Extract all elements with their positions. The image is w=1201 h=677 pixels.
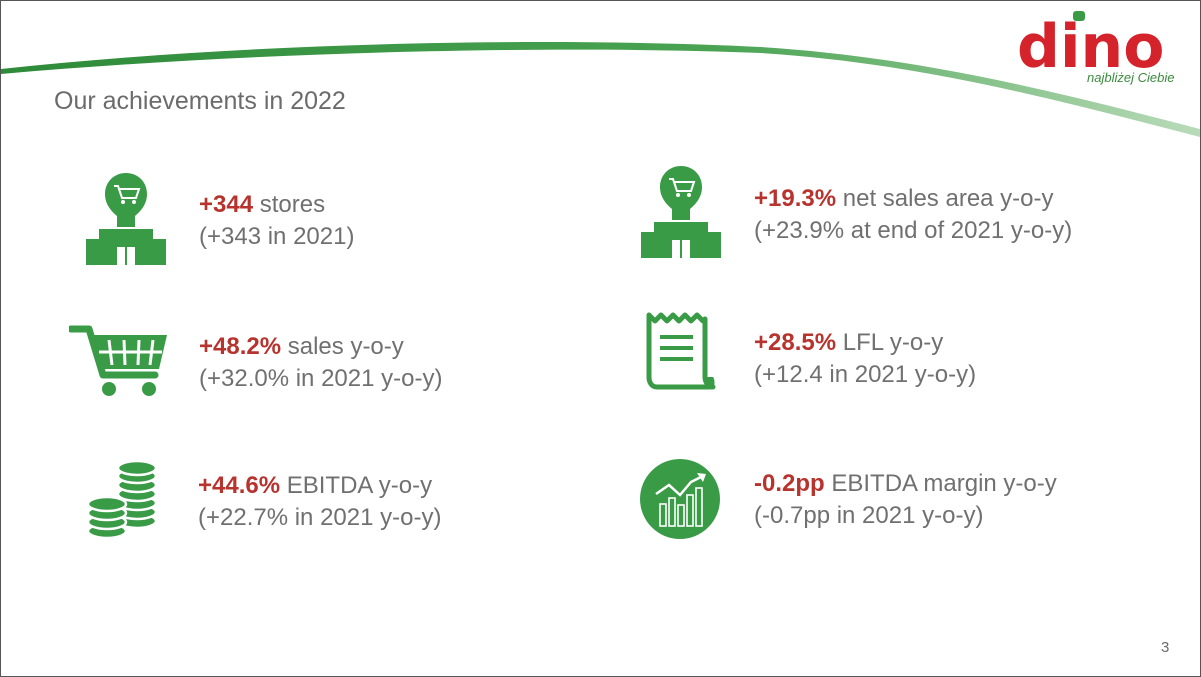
page-title: Our achievements in 2022 xyxy=(54,87,346,115)
coins-icon xyxy=(86,459,158,540)
slogan: najbliżej Ciebie xyxy=(1087,70,1175,85)
shopping-cart-icon xyxy=(69,325,167,396)
achievement-net-sales-area: +19.3% net sales area y-o-y (+23.9% at e… xyxy=(754,183,1072,247)
stat-sub: (-0.7pp in 2021 y-o-y) xyxy=(754,502,984,529)
stat-sub: (+12.4 in 2021 y-o-y) xyxy=(754,361,977,388)
stat-label: EBITDA margin y-o-y xyxy=(824,470,1057,497)
stat-highlight: +44.6% xyxy=(198,472,281,499)
stat-label: EBITDA y-o-y xyxy=(280,472,433,499)
achievement-ebitda: +44.6% EBITDA y-o-y (+22.7% in 2021 y-o-… xyxy=(198,470,441,534)
stat-highlight: -0.2pp xyxy=(754,470,825,497)
stat-label: net sales area y-o-y xyxy=(836,185,1054,212)
green-swoosh xyxy=(1,42,1200,137)
stat-label: stores xyxy=(253,191,326,218)
achievement-lfl: +28.5% LFL y-o-y (+12.4 in 2021 y-o-y) xyxy=(754,327,976,391)
stat-label: LFL y-o-y xyxy=(836,329,944,356)
achievement-sales: +48.2% sales y-o-y (+32.0% in 2021 y-o-y… xyxy=(199,331,442,395)
stat-highlight: +48.2% xyxy=(199,333,282,360)
stat-sub: (+22.7% in 2021 y-o-y) xyxy=(198,504,442,531)
logo-text: dino xyxy=(1017,12,1164,75)
achievement-ebitda-margin: -0.2pp EBITDA margin y-o-y (-0.7pp in 20… xyxy=(754,468,1057,532)
stat-sub: (+343 in 2021) xyxy=(199,223,355,250)
stat-sub: (+32.0% in 2021 y-o-y) xyxy=(199,365,443,392)
achievement-stores: +344 stores (+343 in 2021) xyxy=(199,189,354,253)
dino-logo: dino xyxy=(1017,11,1164,75)
stat-highlight: +19.3% xyxy=(754,185,837,212)
stat-sub: (+23.9% at end of 2021 y-o-y) xyxy=(754,217,1073,244)
page-number: 3 xyxy=(1161,639,1170,656)
growth-chart-icon xyxy=(640,459,720,539)
stat-highlight: +28.5% xyxy=(754,329,837,356)
store-icon xyxy=(641,166,721,258)
stat-label: sales y-o-y xyxy=(281,333,404,360)
stat-highlight: +344 xyxy=(199,191,254,218)
receipt-icon xyxy=(646,312,716,390)
store-icon xyxy=(86,173,166,265)
